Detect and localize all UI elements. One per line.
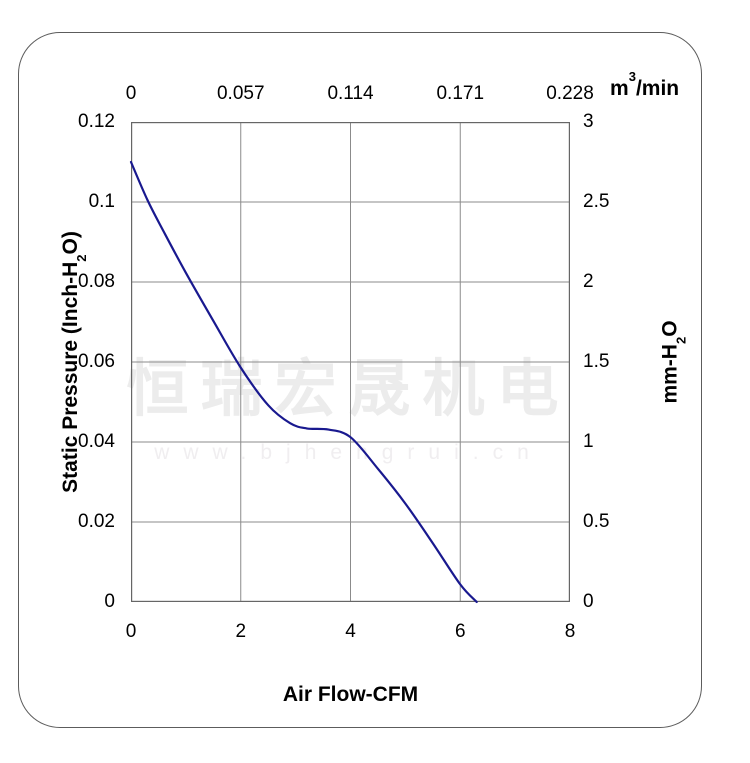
y-axis-left-ticks: 0.12 0.1 0.08 0.06 0.04 0.02 0 [78, 111, 115, 612]
y-axis-left-title: Static Pressure (Inch-H2O) [49, 122, 93, 602]
top-axis-unit-label: m3/min [610, 69, 680, 102]
left-title-rest: O) [59, 231, 82, 255]
watermark-url-text: www.bjhengrui.cn [154, 441, 543, 464]
x-axis-title: Air Flow-CFM [282, 683, 419, 706]
watermark-chinese-text: 恒瑞宏晟机电 [126, 355, 571, 424]
unit-base: m [610, 77, 629, 100]
plot-area [129, 122, 570, 604]
y-axis-right-ticks: 3 2.5 2 1.5 1 0.5 0 [583, 111, 610, 612]
pressure-flow-curve [129, 160, 478, 604]
plot-frame [131, 122, 570, 602]
x-axis-top-ticks: 0 0.057 0.114 0.171 0.228 [125, 83, 594, 104]
y-axis-right-title: mm-H2O [649, 122, 693, 602]
left-title-subscript: 2 [73, 254, 89, 262]
unit-superscript: 3 [628, 68, 636, 84]
grid-lines [131, 122, 570, 602]
right-title-base: mm-H [659, 344, 683, 404]
left-title-base: Static Pressure (Inch-H [59, 261, 82, 493]
rounded-border-frame [18, 32, 702, 728]
unit-rest: /min [635, 77, 680, 100]
right-title-rest: O [659, 320, 683, 337]
right-title-subscript: 2 [673, 336, 689, 345]
